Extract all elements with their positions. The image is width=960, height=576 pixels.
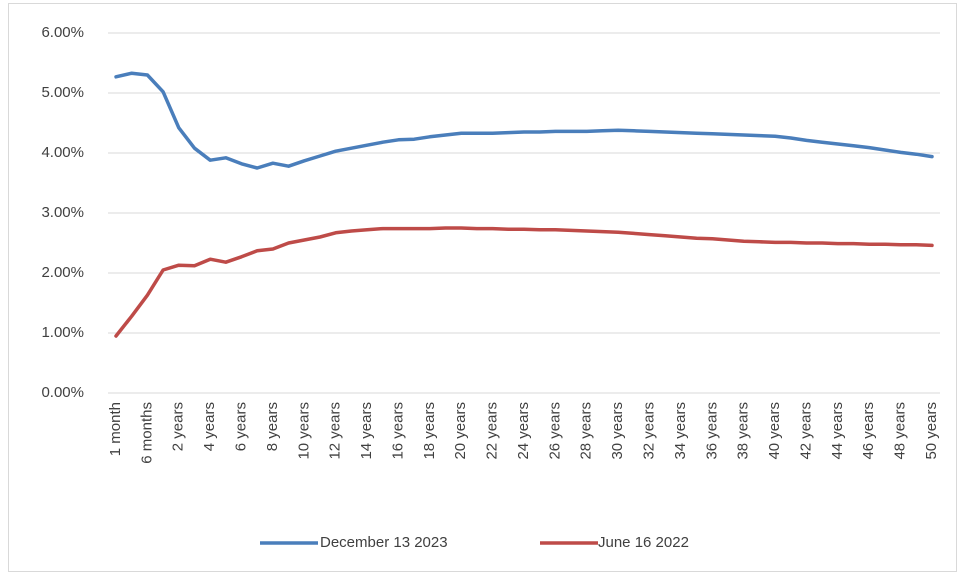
x-tick-label: 30 years (609, 402, 626, 460)
y-tick-label: 4.00% (41, 144, 84, 161)
x-tick-label: 46 years (860, 402, 877, 460)
x-tick-label: 20 years (452, 402, 469, 460)
legend-label: December 13 2023 (320, 534, 448, 551)
x-tick-label: 6 years (233, 402, 250, 451)
x-tick-label: 1 month (107, 402, 124, 456)
x-tick-label: 10 years (295, 402, 312, 460)
x-tick-label: 14 years (358, 402, 375, 460)
x-tick-label: 34 years (672, 402, 689, 460)
x-tick-label: 18 years (421, 402, 438, 460)
y-tick-label: 3.00% (41, 204, 84, 221)
x-tick-label: 40 years (766, 402, 783, 460)
x-tick-label: 42 years (797, 402, 814, 460)
y-tick-label: 6.00% (41, 24, 84, 41)
y-tick-label: 0.00% (41, 384, 84, 401)
x-tick-label: 4 years (201, 402, 218, 451)
y-tick-label: 1.00% (41, 324, 84, 341)
x-tick-label: 24 years (515, 402, 532, 460)
x-tick-label: 6 months (138, 402, 155, 464)
x-tick-label: 36 years (703, 402, 720, 460)
x-tick-label: 28 years (578, 402, 595, 460)
x-tick-label: 48 years (892, 402, 909, 460)
x-tick-label: 44 years (829, 402, 846, 460)
y-tick-label: 5.00% (41, 84, 84, 101)
x-tick-label: 38 years (735, 402, 752, 460)
data-line (114, 226, 934, 338)
y-tick-label: 2.00% (41, 264, 84, 281)
x-tick-label: 8 years (264, 402, 281, 451)
x-tick-label: 22 years (484, 402, 501, 460)
x-tick-label: 50 years (923, 402, 940, 460)
x-tick-label: 12 years (327, 402, 344, 460)
x-tick-label: 32 years (641, 402, 658, 460)
legend-label: June 16 2022 (598, 534, 689, 551)
x-tick-label: 16 years (389, 402, 406, 460)
x-tick-label: 2 years (170, 402, 187, 451)
data-line (114, 71, 934, 170)
x-tick-label: 26 years (546, 402, 563, 460)
